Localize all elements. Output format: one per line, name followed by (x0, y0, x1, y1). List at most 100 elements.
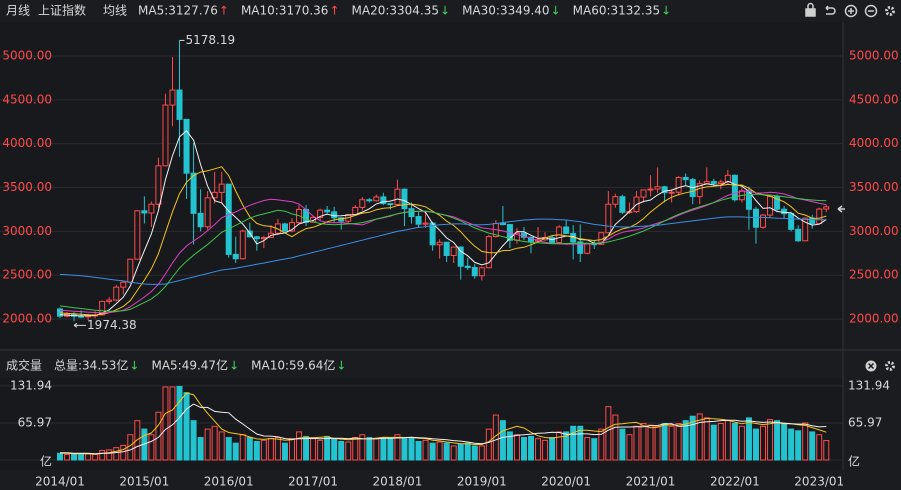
y-tick-label: 4000.00 (2, 136, 52, 150)
y-tick-label-right: 2000.00 (849, 312, 899, 326)
volume-bar (239, 434, 246, 461)
volume-tick-label-right: 131.94 (848, 378, 890, 392)
candle-body (204, 197, 211, 228)
candle-body (331, 211, 338, 219)
candle-body (225, 183, 232, 255)
volume-bar (155, 411, 162, 461)
legend-label: MA5:49.47亿 (151, 358, 228, 373)
candle-body (781, 208, 788, 215)
volume-bar (246, 437, 253, 461)
candle-body (408, 208, 415, 218)
volume-bar (324, 435, 331, 461)
candle-body (183, 118, 190, 174)
candle-body (99, 300, 106, 316)
volume-bar (57, 452, 63, 461)
volume-bar (774, 420, 781, 461)
legend-arrow: ↓ (551, 4, 561, 18)
candle-body (422, 222, 429, 225)
x-tick-label: 2015/01 (119, 475, 169, 489)
volume-bar (296, 431, 303, 461)
candle-body (563, 226, 570, 234)
volume-bar (802, 422, 809, 461)
candle-body (253, 236, 260, 240)
volume-bar (218, 431, 225, 461)
volume-tick-label-right: 65.97 (848, 415, 882, 429)
candle-body (520, 232, 527, 238)
candle-body (239, 230, 246, 260)
volume-bar (471, 445, 478, 461)
settings-icon[interactable] (885, 6, 895, 16)
candle-body (169, 89, 176, 106)
volume-bar (436, 441, 443, 461)
volume-bar (584, 437, 591, 461)
y-tick-label-right: 4500.00 (849, 92, 899, 106)
x-tick-label: 2016/01 (204, 475, 254, 489)
ma-line (59, 129, 827, 317)
volume-bar (717, 422, 724, 461)
candle-body (450, 246, 457, 257)
volume-bar (816, 434, 823, 461)
volume-bar (731, 422, 738, 461)
candle-body (317, 209, 324, 218)
volume-bar (745, 417, 752, 461)
volume-bar (752, 428, 759, 461)
y-tick-label: 2500.00 (2, 268, 52, 282)
volume-bar (127, 434, 134, 461)
candle-body (760, 214, 766, 228)
candle-body (816, 208, 823, 225)
volume-tick-label-right: 亿 (848, 454, 860, 469)
candle-body (176, 89, 183, 120)
volume-bar (591, 438, 598, 461)
period: 月线 (6, 4, 30, 18)
ma-line (59, 193, 827, 312)
candle-body (675, 176, 682, 193)
volume-bar (317, 439, 324, 461)
volume-bar (788, 428, 795, 461)
volume-bar (373, 438, 380, 461)
legend-label: 总量:34.53亿 (54, 358, 128, 373)
ma-line (60, 392, 827, 455)
candle-body (584, 243, 591, 254)
candle-body (661, 186, 668, 194)
index-name: 上证指数 (38, 3, 86, 18)
candle-body (148, 203, 155, 214)
volume-tick-label: 131.94 (10, 378, 52, 392)
candle-body (457, 246, 464, 267)
volume-bar (274, 437, 281, 461)
zoom-in-icon[interactable] (844, 4, 858, 18)
volume-bar (85, 453, 92, 461)
lock-shackle (807, 2, 814, 9)
candle-body (415, 216, 422, 225)
ma-line (60, 403, 827, 455)
volume-tick-label: 亿 (40, 454, 52, 469)
candle-body (499, 222, 506, 226)
volume-bar (605, 406, 612, 461)
volume-bar (310, 438, 317, 461)
candle-body (464, 265, 471, 269)
candle-body (373, 196, 380, 202)
volume-bar (549, 437, 556, 461)
volume-bar (513, 434, 520, 461)
legend-label: MA10:59.64亿 (251, 358, 335, 373)
volume-bar (528, 435, 535, 461)
volume-bar (598, 428, 605, 461)
close-x (867, 362, 875, 370)
volume-bar (197, 437, 204, 461)
volume-bar (387, 438, 394, 461)
zoom-out-icon[interactable] (864, 4, 878, 18)
volume-bar (570, 425, 577, 461)
volume-bar (647, 424, 654, 461)
undo-icon[interactable] (825, 5, 836, 15)
volume-bar (450, 445, 457, 461)
volume-settings-icon[interactable] (885, 361, 895, 371)
ma-line (59, 166, 827, 316)
volume-bar (506, 431, 513, 461)
volume-bar (640, 422, 647, 461)
volume-bar (281, 442, 288, 461)
volume-bar (211, 425, 218, 461)
candle-body (668, 191, 675, 194)
lock-icon[interactable] (805, 8, 816, 17)
x-tick-label: 2019/01 (457, 475, 507, 489)
x-tick-label: 2014/01 (35, 475, 85, 489)
